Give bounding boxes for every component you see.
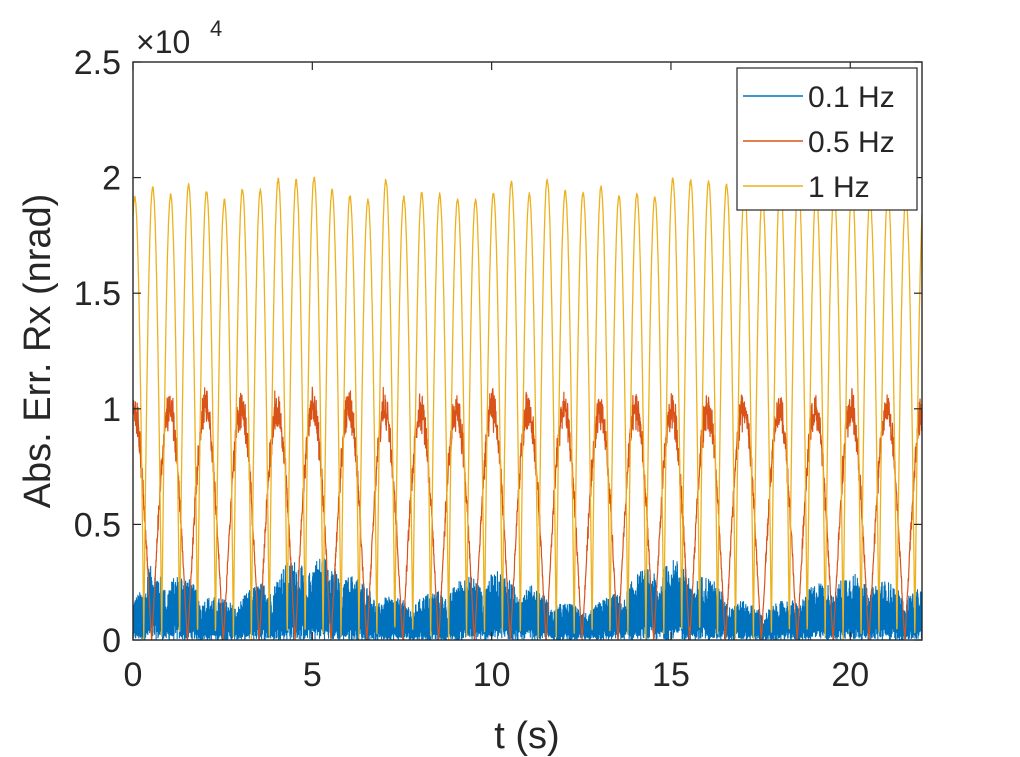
y-exponent-power: 4 [210,16,222,41]
x-tick-label: 10 [473,656,511,694]
legend: 0.1 Hz 0.5 Hz 1 Hz [736,67,918,211]
series-1hz [132,176,923,641]
series-layer [132,176,923,641]
x-tick-label: 20 [831,656,869,694]
plot-area-border [132,61,923,641]
y-tick-label: 2.5 [74,44,121,82]
x-tick-label: 0 [124,656,143,694]
y-tick-label: 0.5 [74,506,121,544]
legend-label-2: 1 Hz [808,171,870,204]
legend-label-0: 0.1 Hz [808,81,895,114]
x-tick-label: 5 [303,656,322,694]
series-0p1hz [132,558,923,641]
x-axis-label: t (s) [494,715,559,757]
y-exponent-base: ×10 [136,24,190,60]
y-tick-label: 2 [102,160,121,198]
y-tick-label: 0 [102,622,121,660]
ticks-layer: 0 5 10 15 20 0 0.5 1 1.5 2 2.5 [74,44,922,694]
y-tick-label: 1 [102,391,121,429]
legend-label-1: 0.5 Hz [808,126,895,159]
y-axis-label: Abs. Err. Rx (nrad) [17,194,59,509]
x-tick-label: 15 [652,656,690,694]
y-tick-label: 1.5 [74,275,121,313]
